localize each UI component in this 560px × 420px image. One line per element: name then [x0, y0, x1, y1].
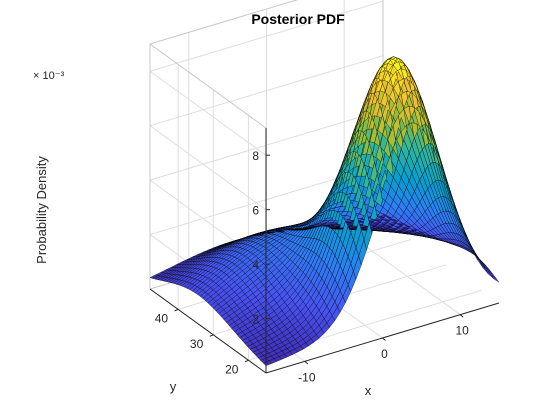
z-tick-label: 4 [252, 258, 259, 272]
x-tick-label: 0 [381, 347, 388, 361]
tick-labels: -10 0 10 20 30 40 2 4 6 8 [155, 149, 469, 384]
surface-facet [263, 360, 272, 366]
z-axis-label: Probability Density [34, 156, 49, 264]
surface-facet [490, 274, 500, 283]
x-tick-label: -10 [298, 370, 316, 384]
surface-mesh [149, 56, 500, 366]
chart-title: Posterior PDF [251, 11, 345, 27]
x-axis-label: x [365, 383, 372, 398]
z-tick-label: 6 [252, 204, 259, 218]
x-tick-label: 10 [455, 324, 469, 338]
y-tick-label: 20 [225, 362, 239, 376]
z-tick-label: 2 [252, 313, 259, 327]
y-axis-line [149, 288, 267, 374]
z-tick-label: 8 [252, 149, 259, 163]
y-tick-label: 40 [155, 311, 169, 325]
z-exponent-label: × 10⁻³ [33, 70, 65, 82]
y-axis-label: y [170, 379, 177, 394]
y-tick-label: 30 [190, 337, 204, 351]
